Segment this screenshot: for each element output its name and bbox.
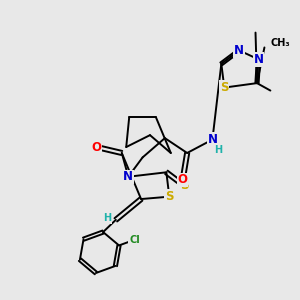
Text: N: N bbox=[234, 44, 244, 57]
Text: H: H bbox=[214, 145, 222, 155]
Text: H: H bbox=[103, 213, 112, 224]
Text: CH₃: CH₃ bbox=[270, 38, 290, 48]
Text: Cl: Cl bbox=[129, 235, 140, 245]
Text: N: N bbox=[254, 53, 263, 66]
Text: S: S bbox=[180, 179, 188, 192]
Text: S: S bbox=[220, 81, 229, 94]
Text: O: O bbox=[92, 140, 101, 154]
Text: S: S bbox=[165, 190, 174, 203]
Text: N: N bbox=[207, 133, 218, 146]
Text: N: N bbox=[123, 170, 133, 183]
Text: O: O bbox=[178, 173, 188, 186]
